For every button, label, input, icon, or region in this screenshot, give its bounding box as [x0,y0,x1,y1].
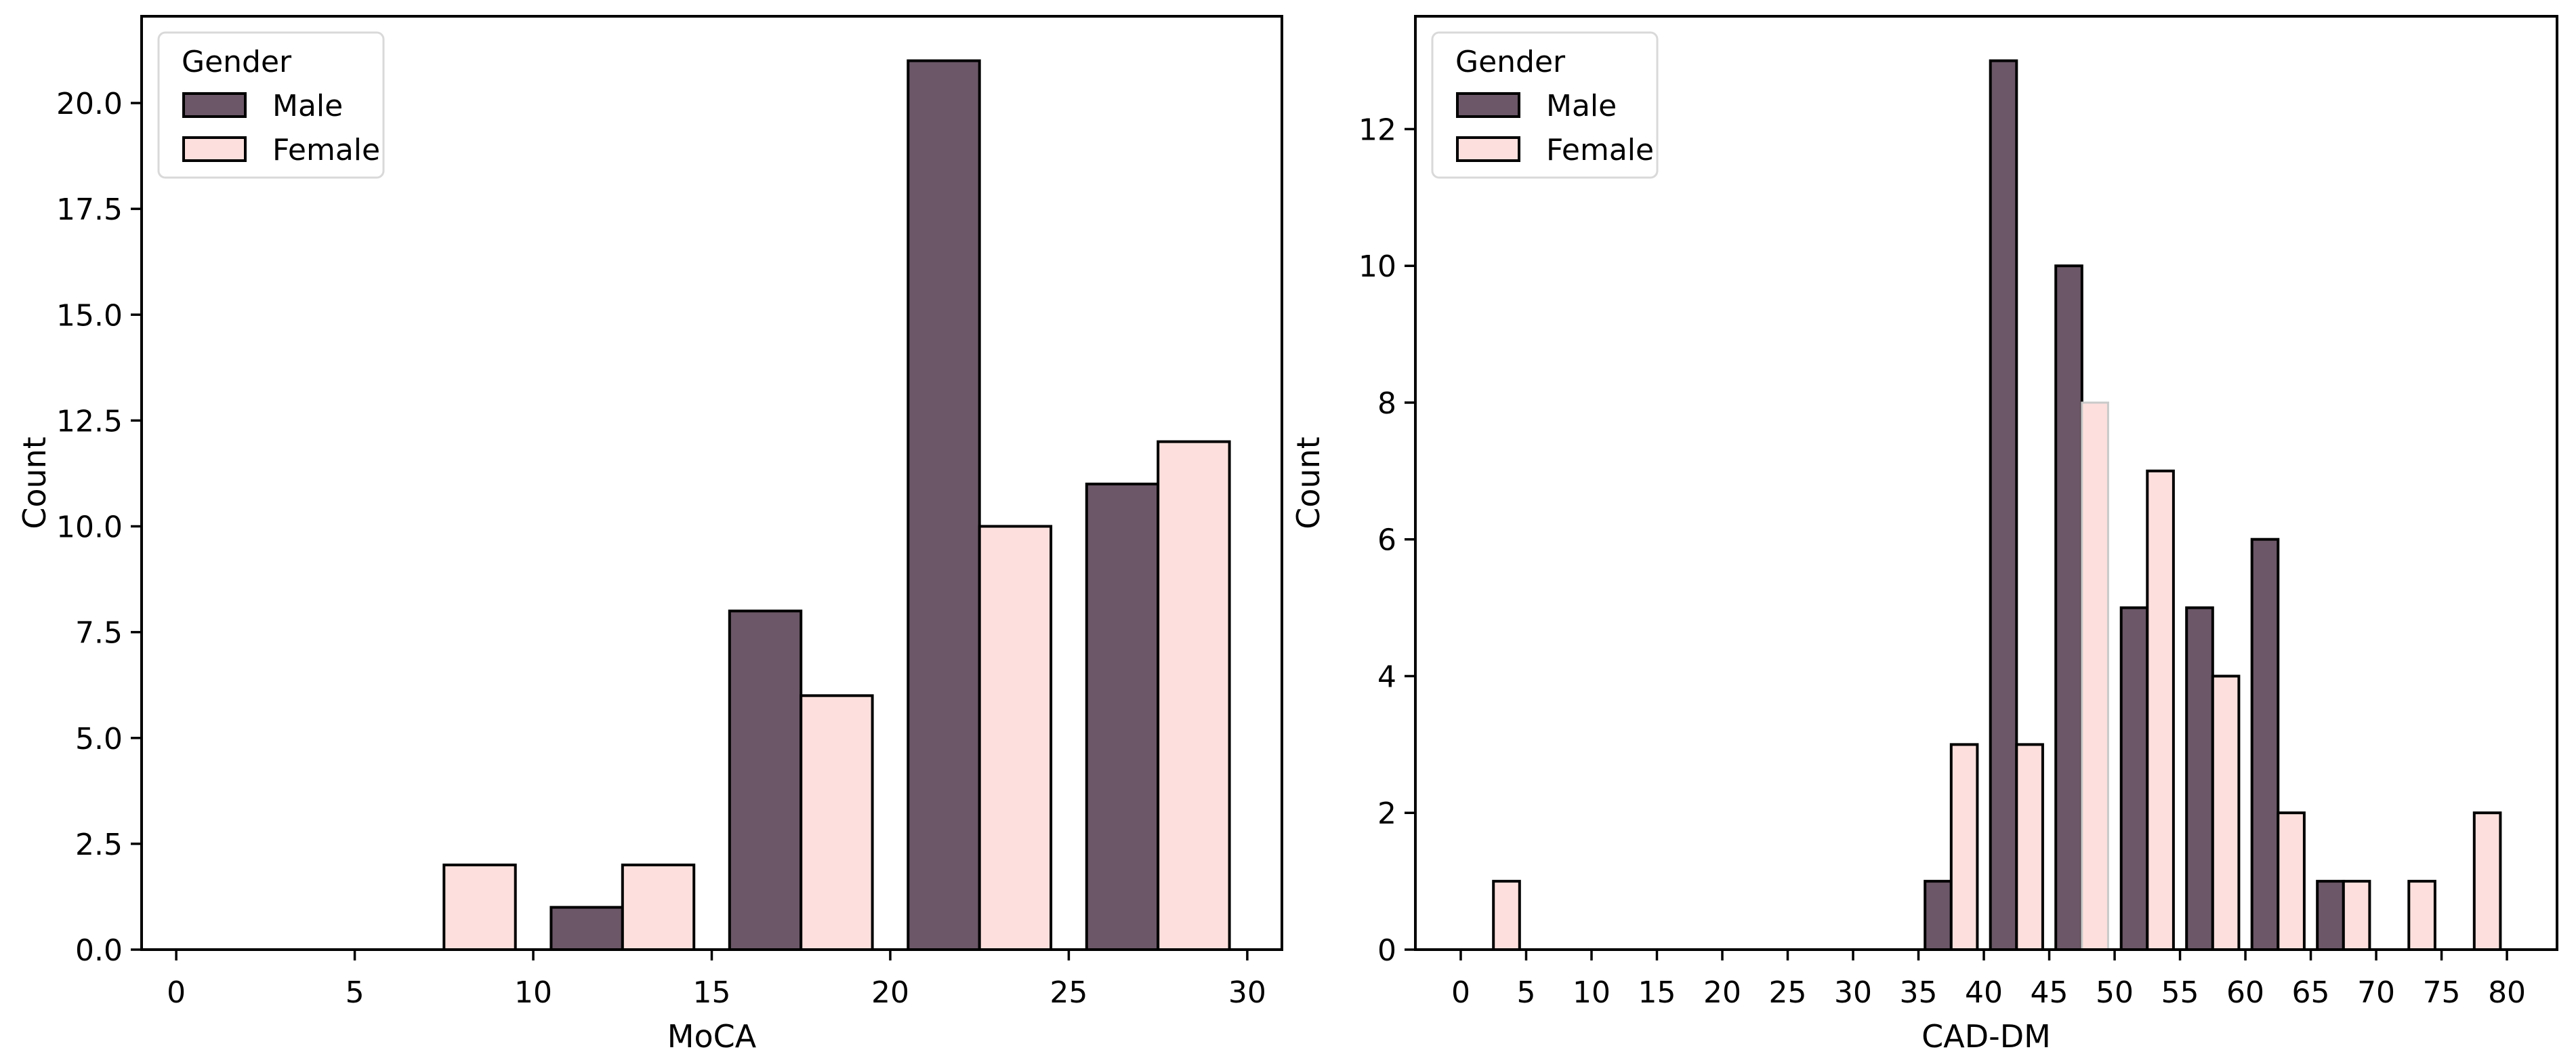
x-tick-label: 45 [2031,975,2069,1010]
x-tick-label: 30 [1228,975,1266,1010]
y-axis: 0.0 2.5 5.0 7.5 10.0 12.5 15.0 17.5 20.0 [56,87,142,968]
x-tick-label: 80 [2488,975,2526,1010]
bar-female-bin-25-30 [1157,440,1231,951]
x-tick-label: 60 [2226,975,2264,1010]
x-axis-label: MoCA [667,1018,757,1051]
legend-swatch-male [1456,92,1520,118]
x-tick-label: 5 [346,975,365,1010]
bar-female-bin-40-45 [2015,743,2044,952]
y-tick-label: 12.5 [56,404,123,439]
bar-female-bin-55-60 [2211,674,2241,951]
bar-female-bin-60-65 [2277,811,2306,951]
x-tick-label: 5 [1516,975,1535,1010]
bar-male-bin-60-65 [2250,538,2280,951]
bar-male-bin-35-40 [1924,880,1953,951]
bar-male-bin-50-55 [2119,606,2149,951]
bar-male-bin-55-60 [2185,606,2214,951]
legend: Gender Male Female [1431,31,1659,179]
bar-male-bin-45-50 [2054,264,2083,951]
y-tick-label: 0 [1377,933,1396,968]
chart-panel-2: 0 5 10 15 20 25 30 35 40 45 50 55 60 65 70 75 80 0 2 4 6 8 10 1… [1290,15,2558,1054]
x-tick-label: 0 [167,975,186,1010]
y-tick-label: 7.5 [75,616,123,651]
bars-group [1492,59,2502,952]
bar-female-bin-75-80 [2472,811,2502,951]
x-tick-label: 20 [1703,975,1741,1010]
y-tick-label: 4 [1377,660,1396,694]
bar-female-bin-50-55 [2146,469,2175,951]
bar-male-bin-15-20 [728,609,803,952]
bar-female-bin-70-75 [2407,880,2436,951]
bar-female-bin-45-50 [2081,401,2109,951]
x-tick-label: 10 [514,975,552,1010]
legend-label-male: Male [1546,89,1617,123]
bars-group [442,59,1231,952]
bar-female-bin-10-15 [621,864,696,951]
y-tick-label: 17.5 [56,192,123,227]
x-tick-label: 40 [1965,975,2003,1010]
legend-swatch-male [182,92,247,118]
bar-female-bin-65-70 [2342,880,2371,951]
x-tick-label: 25 [1769,975,1807,1010]
x-tick-label: 75 [2423,975,2461,1010]
legend-title: Gender [182,45,292,79]
legend: Gender Male Female [157,31,385,179]
y-tick-label: 0.0 [75,933,123,968]
x-tick-label: 70 [2357,975,2395,1010]
y-tick-label: 6 [1377,523,1396,558]
bar-female-bin-35-40 [1949,743,1979,952]
x-axis: 0 5 10 15 20 25 30 35 40 45 50 55 60 65 70 75 80 [1451,950,2526,1010]
y-tick-label: 2 [1377,796,1396,831]
x-tick-label: 65 [2292,975,2330,1010]
x-tick-label: 55 [2161,975,2199,1010]
x-tick-label: 35 [1900,975,1938,1010]
bar-female-bin-15-20 [799,694,874,952]
y-tick-label: 8 [1377,386,1396,421]
bar-male-bin-40-45 [1989,59,2018,952]
legend-title: Gender [1455,45,1566,79]
y-tick-label: 15.0 [56,298,123,333]
x-tick-label: 10 [1573,975,1611,1010]
x-axis-label: CAD-DM [1921,1018,2051,1051]
x-tick-label: 50 [2096,975,2134,1010]
bar-female-bin-20-25 [978,525,1053,951]
y-tick-label: 10.0 [56,510,123,545]
y-tick-label: 20.0 [56,87,123,121]
legend-label-male: Male [272,89,343,123]
y-tick-label: 5.0 [75,722,123,756]
bar-female-bin-5-10 [442,864,517,951]
bar-male-bin-10-15 [549,906,624,951]
legend-label-female: Female [272,133,380,167]
x-tick-label: 0 [1451,975,1470,1010]
y-axis-label: Count [16,437,53,529]
bar-male-bin-65-70 [2316,880,2345,951]
y-tick-label: 10 [1358,249,1396,284]
x-tick-label: 15 [1638,975,1676,1010]
axes-spines [1414,15,2558,951]
y-tick-label: 12 [1358,113,1396,147]
chart-panel-1: 0 5 10 15 20 25 30 0.0 2.5 5.0 7.5 10.0 12.5 15.0 17.5… [16,15,1283,1054]
bar-male-bin-20-25 [907,59,981,952]
legend-label-female: Female [1546,133,1654,167]
legend-swatch-female [1456,136,1520,162]
x-tick-label: 25 [1050,975,1087,1010]
y-tick-label: 2.5 [75,828,123,862]
y-axis: 0 2 4 6 8 10 12 [1358,113,1415,968]
x-tick-label: 15 [693,975,731,1010]
x-axis: 0 5 10 15 20 25 30 [167,950,1266,1010]
legend-swatch-female [182,136,247,162]
bar-female-bin-0-5 [1492,880,1521,951]
x-tick-label: 30 [1834,975,1872,1010]
bar-male-bin-25-30 [1085,483,1160,951]
x-tick-label: 20 [871,975,909,1010]
y-axis-label: Count [1290,437,1327,529]
